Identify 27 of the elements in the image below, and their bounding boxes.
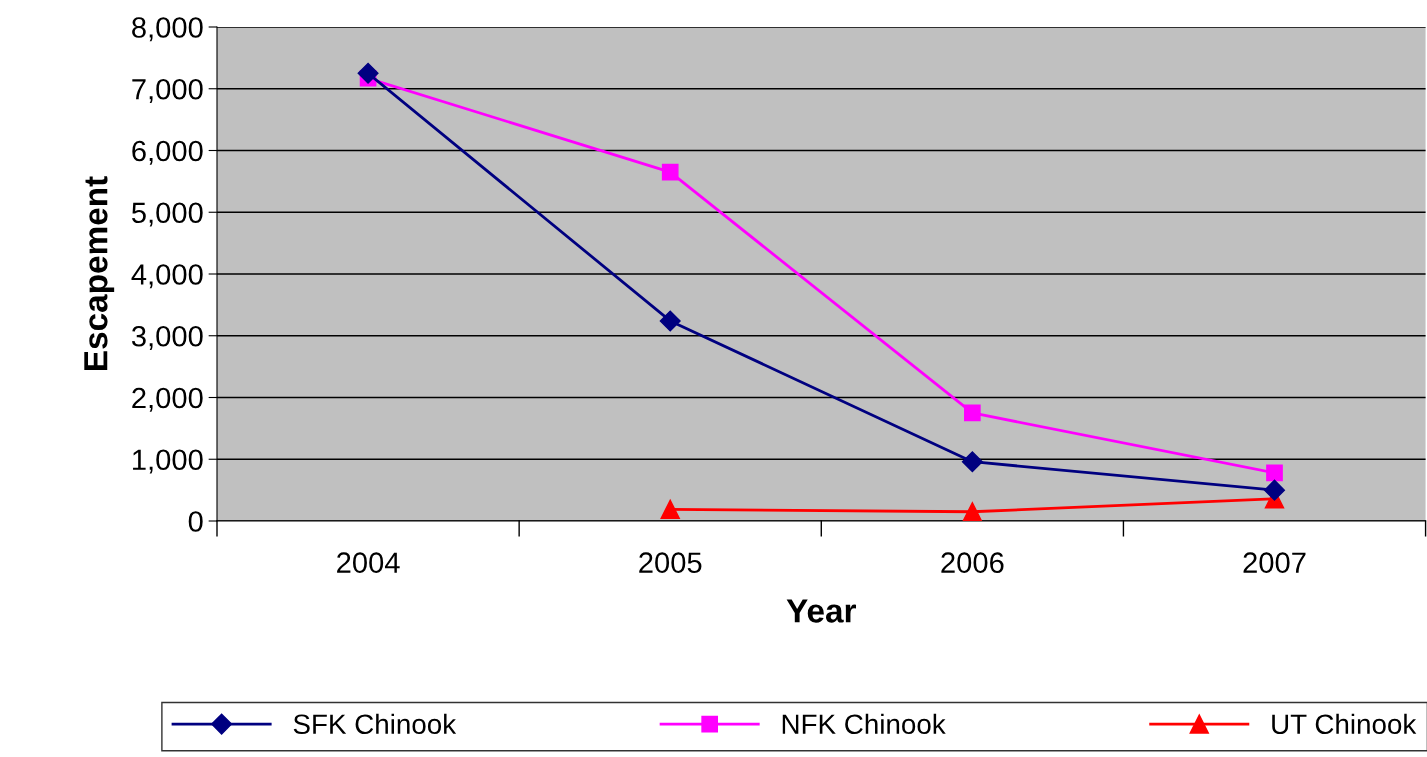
- y-tick-label: 6,000: [132, 140, 203, 165]
- x-tick-label: 2005: [639, 552, 702, 573]
- y-tick-label: 1,000: [133, 449, 203, 474]
- point: [661, 163, 679, 181]
- point: [659, 310, 681, 332]
- y-axis-title: Escapement: [84, 176, 115, 370]
- y-tick-label: 8,000: [132, 17, 203, 42]
- y-tick-label: 7,000: [132, 78, 203, 104]
- point: [1263, 479, 1286, 501]
- legend-label: UT Chinook: [1272, 713, 1417, 735]
- y-tick-label: 4,000: [131, 264, 203, 289]
- y-tick-label: 3,000: [131, 325, 203, 351]
- point: [961, 451, 983, 473]
- point: [964, 404, 981, 422]
- y-tick-label: 5,000: [131, 202, 203, 227]
- legend-label: NFK Chinook: [782, 713, 946, 735]
- point: [660, 499, 680, 519]
- y-tick-label: 0: [188, 511, 203, 532]
- x-tick-label: 2006: [941, 552, 1004, 573]
- point: [1266, 464, 1283, 482]
- x-axis-title: Year: [786, 599, 857, 623]
- legend-label: SFK Chinook: [293, 713, 457, 735]
- point: [962, 502, 983, 521]
- y-tick-label: 2,000: [132, 387, 203, 412]
- x-tick-label: 2004: [337, 552, 400, 573]
- x-tick-label: 2007: [1243, 552, 1306, 573]
- point: [357, 62, 379, 84]
